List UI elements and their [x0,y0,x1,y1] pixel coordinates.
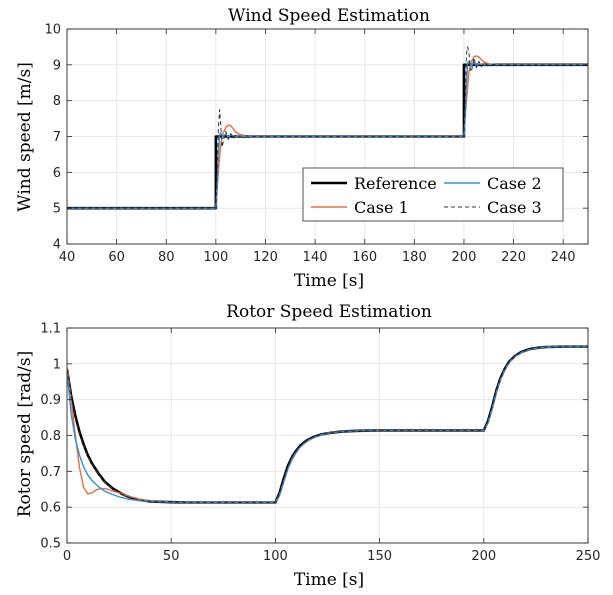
y-tick-label: 0.8 [40,429,61,444]
y-tick-label: 0.9 [40,393,61,408]
x-tick-label: 60 [108,250,125,265]
y-tick-label: 0.6 [40,501,61,516]
x-tick-label: 40 [59,250,76,265]
plot-area: 0 50 100 150 200 250 0.5 0.6 0.7 0.8 0.9 1 1.1 [40,322,600,565]
legend: Reference Case 2 Case 1 Case 3 [302,167,564,222]
legend-label: Case 2 [487,174,542,193]
x-tick-label: 100 [203,250,228,265]
series-line-case-2 [67,345,588,504]
y-tick-label: 6 [53,166,61,181]
series-line-reference [67,345,588,504]
legend-label: Reference [354,174,437,193]
x-tick-label: 200 [452,250,477,265]
y-tick-label: 4 [53,238,61,253]
x-tick-label: 180 [402,250,427,265]
x-tick-label: 150 [367,549,392,564]
x-tick-label: 200 [471,549,496,564]
y-tick-label: 8 [53,94,61,109]
y-tick-label: 0.7 [40,465,61,480]
y-tick-label: 7 [53,130,61,145]
y-tick-label: 5 [53,202,61,217]
series-line-case-3 [67,346,588,504]
legend-box [302,167,564,222]
x-tick-label: 50 [163,549,180,564]
chart-title: Rotor Speed Estimation [226,302,432,322]
x-axis-label: Time [s] [294,570,364,590]
legend-label: Case 1 [354,198,409,217]
y-tick-label: 1.1 [40,322,61,337]
rotor-speed-chart: Rotor Speed Estimation Time [s] Rotor sp… [15,302,600,590]
plot-area: 40 60 80 100 120 140 160 180 200 220 240 4 5 6 7 8 9 10 [44,23,589,265]
x-tick-label: 120 [253,250,278,265]
y-axis-label: Wind speed [m/s] [15,62,35,212]
x-tick-label: 100 [263,549,288,564]
x-tick-label: 250 [576,549,601,564]
wind-speed-chart: Wind Speed Estimation Time [s] Wind spee… [15,6,589,291]
y-axis-label: Rotor speed [rad/s] [15,351,35,518]
x-tick-label: 220 [501,250,526,265]
y-tick-label: 9 [53,58,61,73]
x-tick-label: 80 [158,250,175,265]
y-tick-label: 10 [44,23,61,38]
series-line-case-1 [67,345,588,504]
x-tick-label: 240 [551,250,576,265]
y-tick-label: 0.5 [40,537,61,552]
legend-label: Case 3 [487,198,542,217]
x-tick-label: 140 [303,250,328,265]
chart-title: Wind Speed Estimation [228,6,430,26]
x-tick-label: 160 [352,250,377,265]
y-tick-label: 1 [53,357,61,372]
series-line-case-3 [67,46,588,209]
x-axis-label: Time [s] [294,271,364,291]
x-tick-label: 0 [63,549,71,564]
